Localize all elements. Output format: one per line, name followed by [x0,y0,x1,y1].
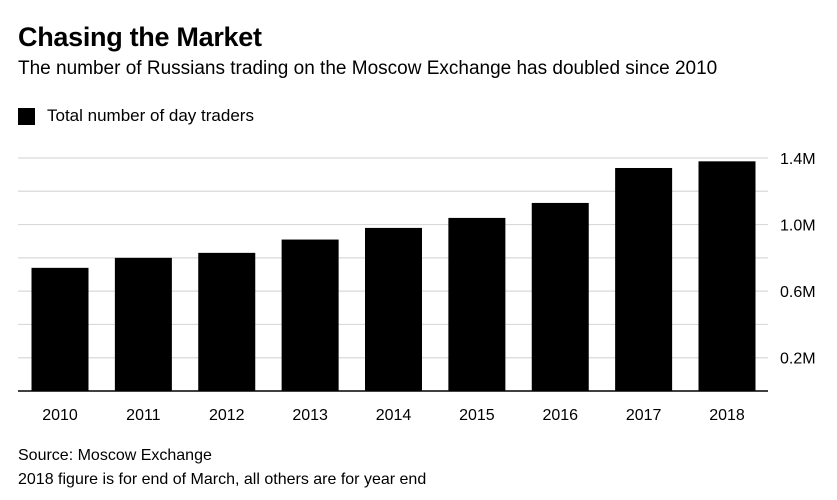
bar [31,267,89,391]
bar [698,161,756,391]
source-note: Source: Moscow Exchange [18,447,212,464]
bar [114,257,172,391]
footnote: 2018 figure is for end of March, all oth… [18,471,427,488]
y-tick-label: 1.4M [780,151,816,168]
legend: Total number of day traders [18,106,254,126]
y-tick-label: 1.0M [780,218,816,235]
x-tick-label: 2012 [209,407,245,424]
x-tick-label: 2014 [376,407,412,424]
x-tick-label: 2011 [126,407,161,424]
x-tick-label: 2010 [42,407,78,424]
x-tick-label: 2013 [292,407,328,424]
y-tick-label: 0.6M [780,284,816,301]
bar [198,252,256,391]
x-tick-label: 2015 [459,407,495,424]
legend-swatch [18,107,35,125]
bar [448,217,506,391]
x-tick-label: 2018 [709,407,745,424]
chart-title: Chasing the Market [18,22,262,52]
legend-label: Total number of day traders [47,106,254,125]
x-tick-label: 2016 [542,407,578,424]
bar [281,239,339,391]
y-tick-label: 0.2M [780,351,816,368]
bar [365,227,422,391]
x-tick-label: 2017 [626,407,662,424]
bar [531,202,589,391]
chart-subtitle: The number of Russians trading on the Mo… [18,58,718,79]
bar [615,167,673,391]
